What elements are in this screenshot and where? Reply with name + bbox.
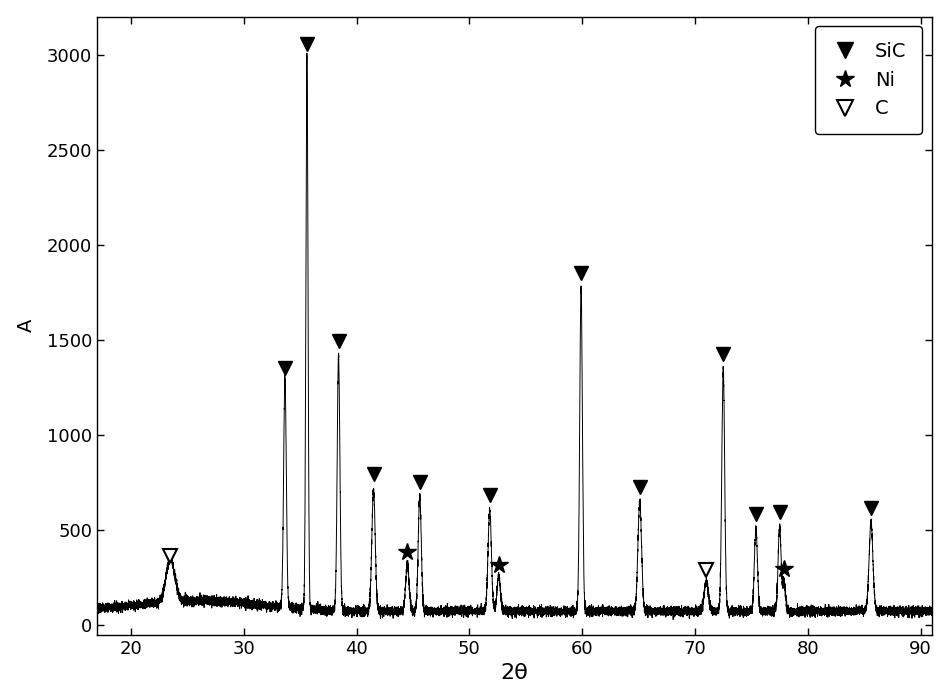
X-axis label: 2θ: 2θ [501, 664, 528, 683]
Y-axis label: A: A [17, 319, 36, 332]
Legend: SiC, Ni, C: SiC, Ni, C [815, 27, 922, 134]
